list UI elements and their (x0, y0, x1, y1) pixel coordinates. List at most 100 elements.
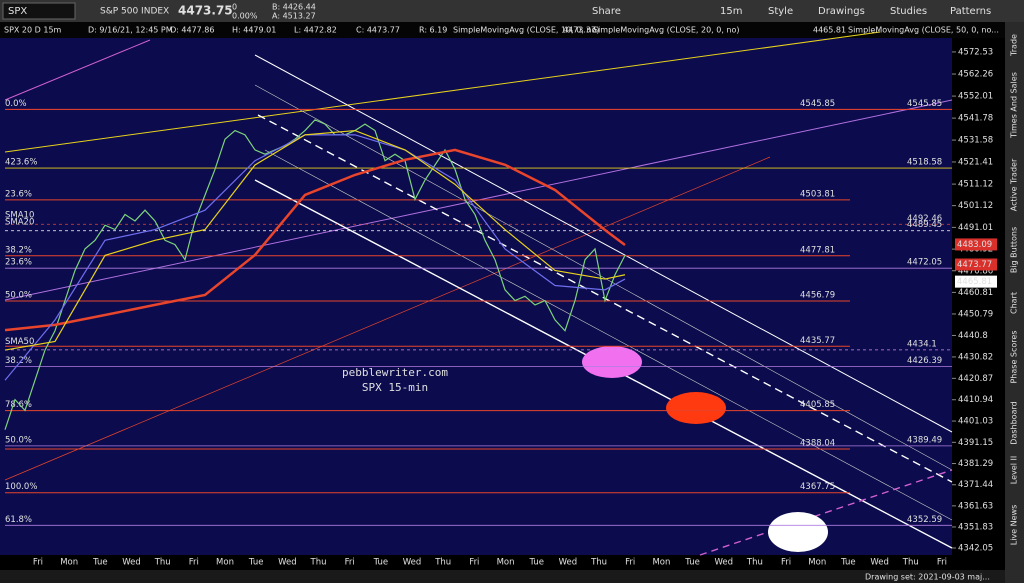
x-tick-label: Mon (60, 558, 78, 568)
sidebar-tab[interactable]: Trade (1010, 34, 1019, 57)
x-tick-label: Thu (746, 558, 763, 568)
y-tick-label: 4351.83 (958, 522, 993, 532)
price-badge-label: 4483.09 (957, 240, 992, 250)
sidebar-tab[interactable]: Dashboard (1010, 401, 1019, 444)
x-tick-label: Fri (937, 558, 947, 568)
sidebar-tab[interactable]: Level II (1010, 456, 1019, 484)
header-open: O: 4477.86 (170, 26, 214, 35)
x-tick-label: Thu (310, 558, 327, 568)
x-tick-label: Tue (248, 558, 264, 568)
level-price: 4405.85 (800, 400, 835, 410)
x-tick-label: Wed (278, 558, 297, 568)
y-tick-label: 4572.53 (958, 47, 993, 57)
ma-tag: SMA10 (5, 210, 34, 220)
level-price: 4434.1 (907, 339, 937, 349)
x-tick-label: Wed (559, 558, 578, 568)
status: Drawing set: 2021-09-03 maj... (865, 573, 990, 582)
y-tick-label: 4541.78 (958, 114, 993, 124)
study-name: SimpleMovingAvg (CLOSE, 50, 0, no... (848, 26, 999, 35)
price-badge-label: 4473.77 (957, 260, 992, 270)
y-tick-label: 4410.94 (958, 395, 993, 405)
x-tick-label: Mon (216, 558, 234, 568)
annotation: pebblewriter.com (342, 366, 448, 379)
sidebar-tab[interactable]: Times And Sales (1010, 72, 1019, 139)
x-tick-label: Fri (33, 558, 43, 568)
x-tick-label: Fri (345, 558, 355, 568)
sidebar-tab[interactable]: Phase Scores (1010, 330, 1019, 383)
y-tick-label: 4401.03 (958, 417, 993, 427)
y-tick-label: 4531.58 (958, 136, 993, 146)
y-tick-label: 4430.82 (958, 352, 993, 362)
y-tick-label: 4511.12 (958, 180, 993, 190)
level-pct: 23.6% (5, 258, 32, 268)
toolbar-button[interactable]: 15m (720, 6, 742, 17)
level-price: 4492.46 (907, 214, 942, 224)
y-tick-label: 4420.87 (958, 374, 993, 384)
price-line (4, 119, 626, 430)
level-price: 4545.85 (800, 99, 835, 109)
level-price: 4472.05 (907, 258, 942, 268)
y-tick-label: 4440.8 (958, 331, 988, 341)
y-tick-label: 4361.63 (958, 501, 993, 511)
header-chart-id: SPX 20 D 15m (4, 26, 62, 35)
level-price: 4489.45 (907, 220, 942, 230)
level-pct: 0.0% (5, 99, 27, 109)
toolbar-button[interactable]: Studies (890, 6, 927, 17)
symbol[interactable]: SPX (8, 6, 27, 17)
x-tick-label: Tue (684, 558, 700, 568)
x-tick-label: Tue (373, 558, 389, 568)
target-marker (582, 346, 642, 378)
level-pct: 50.0% (5, 291, 32, 301)
level-price: 4352.59 (907, 515, 942, 525)
x-tick-label: Thu (590, 558, 607, 568)
level-pct: 38.2% (5, 245, 32, 255)
y-tick-label: 4381.29 (958, 459, 993, 469)
level-price: 4477.81 (800, 245, 835, 255)
change: 0 (232, 3, 237, 12)
x-tick-label: Mon (652, 558, 670, 568)
ma-tag: SMA50 (5, 337, 34, 347)
toolbar-button[interactable]: Share (592, 6, 621, 17)
level-pct: 23.6% (5, 189, 32, 199)
y-tick-label: 4342.05 (958, 544, 993, 554)
x-tick-label: Fri (189, 558, 199, 568)
sidebar-tab[interactable]: Live News (1010, 505, 1019, 546)
channel-line (254, 84, 953, 471)
last-price: 4473.75 (178, 4, 233, 18)
header-low: L: 4472.82 (294, 26, 337, 35)
change-pct: 0.00% (232, 12, 258, 21)
channel-line (254, 54, 953, 433)
trend-line (4, 39, 151, 101)
x-tick-label: Mon (497, 558, 515, 568)
x-tick-label: Wed (403, 558, 422, 568)
sidebar-tab[interactable]: Chart (1010, 292, 1019, 314)
sidebar-tab[interactable]: Big Buttons (1010, 227, 1019, 273)
sidebar-tab[interactable]: Active Trader (1010, 158, 1019, 211)
price-badge (955, 275, 997, 288)
study-name: SimpleMovingAvg (CLOSE, 10, 0, no) (453, 26, 600, 35)
x-tick-label: Tue (92, 558, 108, 568)
x-tick-label: Wed (714, 558, 733, 568)
toolbar-button[interactable]: Drawings (818, 6, 865, 17)
level-price: 4367.75 (800, 482, 835, 492)
level-price: 4389.49 (907, 435, 942, 445)
x-tick-label: Thu (434, 558, 451, 568)
header-bar (0, 22, 1005, 38)
target-marker (768, 512, 828, 552)
price-badge-label: 4465.81 (957, 277, 992, 287)
description: S&P 500 INDEX (100, 7, 169, 17)
header-date: D: 9/16/21, 12:45 PM (88, 26, 173, 35)
symbol-box[interactable] (2, 2, 76, 20)
toolbar-button[interactable]: Style (768, 6, 793, 17)
y-tick-label: 4562.26 (958, 70, 993, 80)
level-price: 4456.79 (800, 291, 835, 301)
ma-tag: SMA20 (5, 218, 34, 228)
x-tick-label: Fri (469, 558, 479, 568)
bid: B: 4426.44 (272, 3, 316, 12)
toolbar (0, 0, 1024, 22)
level-pct: 61.8% (5, 515, 32, 525)
trend-line (4, 31, 881, 153)
level-price: 4435.77 (800, 336, 835, 346)
toolbar-button[interactable]: Patterns (950, 6, 991, 17)
